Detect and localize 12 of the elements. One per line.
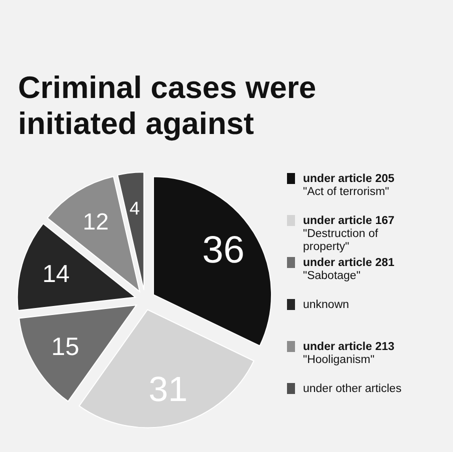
chart-title: Criminal cases were initiated against	[18, 70, 316, 141]
legend-label: under article 213 "Hooliganism"	[303, 341, 394, 366]
data-label: 14	[42, 260, 70, 288]
legend-label: under article 167 "Destruction of property"	[303, 215, 394, 253]
data-label: 36	[202, 230, 245, 272]
legend-label: under article 205 "Act of terrorism"	[303, 173, 396, 198]
legend-label: unknown	[303, 299, 350, 311]
data-label: 12	[82, 208, 109, 235]
data-label: 15	[51, 333, 80, 362]
legend-label: under article 281 "Sabotage"	[303, 257, 396, 282]
legend-label: under other articles	[303, 383, 402, 395]
data-label: 4	[130, 197, 140, 218]
